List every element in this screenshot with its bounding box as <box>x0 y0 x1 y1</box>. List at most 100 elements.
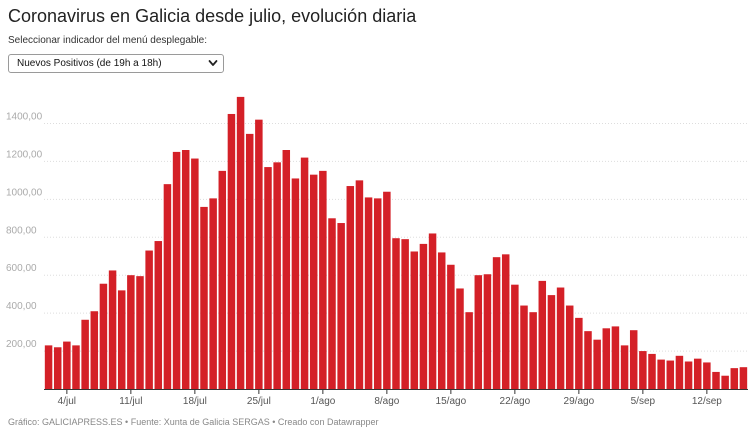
y-tick-label: 600,00 <box>6 263 37 274</box>
bar <box>611 326 620 389</box>
bar <box>437 252 446 389</box>
bar <box>620 345 629 389</box>
bar <box>675 355 684 389</box>
bar <box>501 254 510 389</box>
bar <box>401 239 409 389</box>
y-tick-label: 400,00 <box>6 301 37 312</box>
x-tick-label: 12/sep <box>692 396 722 407</box>
bar <box>565 305 574 389</box>
bar <box>337 223 345 389</box>
chart-title: Coronavirus en Galicia desde julio, evol… <box>8 6 417 26</box>
bar <box>108 270 117 389</box>
chevron-down-icon <box>208 60 218 66</box>
bar <box>236 96 245 389</box>
bar <box>255 119 263 389</box>
x-tick-label: 8/ago <box>374 396 399 407</box>
x-tick-label: 15/ago <box>436 396 467 407</box>
bar <box>373 198 382 389</box>
bar <box>264 167 272 389</box>
bar <box>712 371 720 389</box>
bar <box>218 170 227 389</box>
bar <box>593 339 601 389</box>
bar <box>209 198 217 389</box>
bar <box>53 347 62 389</box>
bar <box>163 184 172 389</box>
bar <box>657 359 665 389</box>
bar <box>547 295 556 389</box>
bar <box>227 113 236 389</box>
bar <box>136 276 144 389</box>
bar <box>145 250 153 389</box>
bar <box>511 284 519 389</box>
bar <box>99 283 108 389</box>
bar <box>492 257 501 389</box>
bar <box>739 367 748 389</box>
bar <box>191 158 199 389</box>
y-tick-label: 1000,00 <box>6 187 43 198</box>
bar <box>63 341 71 389</box>
bar <box>721 375 729 389</box>
bar <box>44 345 53 389</box>
bar <box>648 353 656 389</box>
bar <box>556 287 565 389</box>
x-tick-label: 25/jul <box>247 396 271 407</box>
bar <box>81 319 89 389</box>
bar <box>629 330 638 389</box>
bar <box>309 174 318 389</box>
indicator-dropdown-value: Nuevos Positivos (de 19h a 18h) <box>17 58 162 69</box>
bar <box>529 312 537 389</box>
x-tick-label: 4/jul <box>58 396 76 407</box>
bar <box>392 238 400 389</box>
bar <box>90 311 99 389</box>
bar <box>200 206 208 389</box>
bar <box>300 157 309 389</box>
bar <box>684 361 693 389</box>
bar <box>172 151 181 389</box>
bar <box>282 150 291 389</box>
bar <box>245 133 254 389</box>
bar <box>474 275 483 389</box>
x-tick-label: 29/ago <box>564 396 595 407</box>
bar <box>520 305 528 389</box>
x-tick-label: 1/ago <box>310 396 335 407</box>
bar <box>410 251 419 389</box>
bar <box>584 331 592 389</box>
x-tick-label: 22/ago <box>500 396 531 407</box>
bar <box>72 345 80 389</box>
bar <box>117 290 126 389</box>
bar <box>346 186 355 389</box>
x-tick-label: 11/jul <box>119 396 142 407</box>
bar <box>328 218 336 389</box>
y-tick-label: 200,00 <box>6 339 37 350</box>
bar <box>538 280 547 389</box>
bar <box>364 197 373 389</box>
bar <box>666 360 675 389</box>
bar <box>428 233 437 389</box>
x-tick-label: 18/jul <box>183 396 207 407</box>
bar <box>483 274 492 389</box>
bar <box>383 191 391 389</box>
indicator-dropdown[interactable]: Nuevos Positivos (de 19h a 18h) <box>8 54 224 73</box>
bar <box>154 241 163 389</box>
bar <box>639 351 647 389</box>
x-tick-label: 5/sep <box>631 396 656 407</box>
bar <box>456 288 464 389</box>
bar <box>181 150 190 389</box>
y-tick-label: 1400,00 <box>6 111 43 122</box>
bar <box>730 368 739 389</box>
dropdown-instruction: Seleccionar indicador del menú desplegab… <box>8 35 208 46</box>
source-credit: Gráfico: GALICIAPRESS.ES • Fuente: Xunta… <box>8 417 379 427</box>
bar <box>465 312 473 389</box>
bar <box>703 362 711 389</box>
bar <box>273 162 281 389</box>
y-tick-label: 800,00 <box>6 225 37 236</box>
bar <box>319 170 327 389</box>
bar <box>355 180 364 389</box>
bar <box>447 264 455 389</box>
y-tick-label: 1200,00 <box>6 149 43 160</box>
bar <box>419 243 428 389</box>
bar <box>693 358 702 389</box>
bar <box>291 178 300 389</box>
bar <box>602 328 611 389</box>
